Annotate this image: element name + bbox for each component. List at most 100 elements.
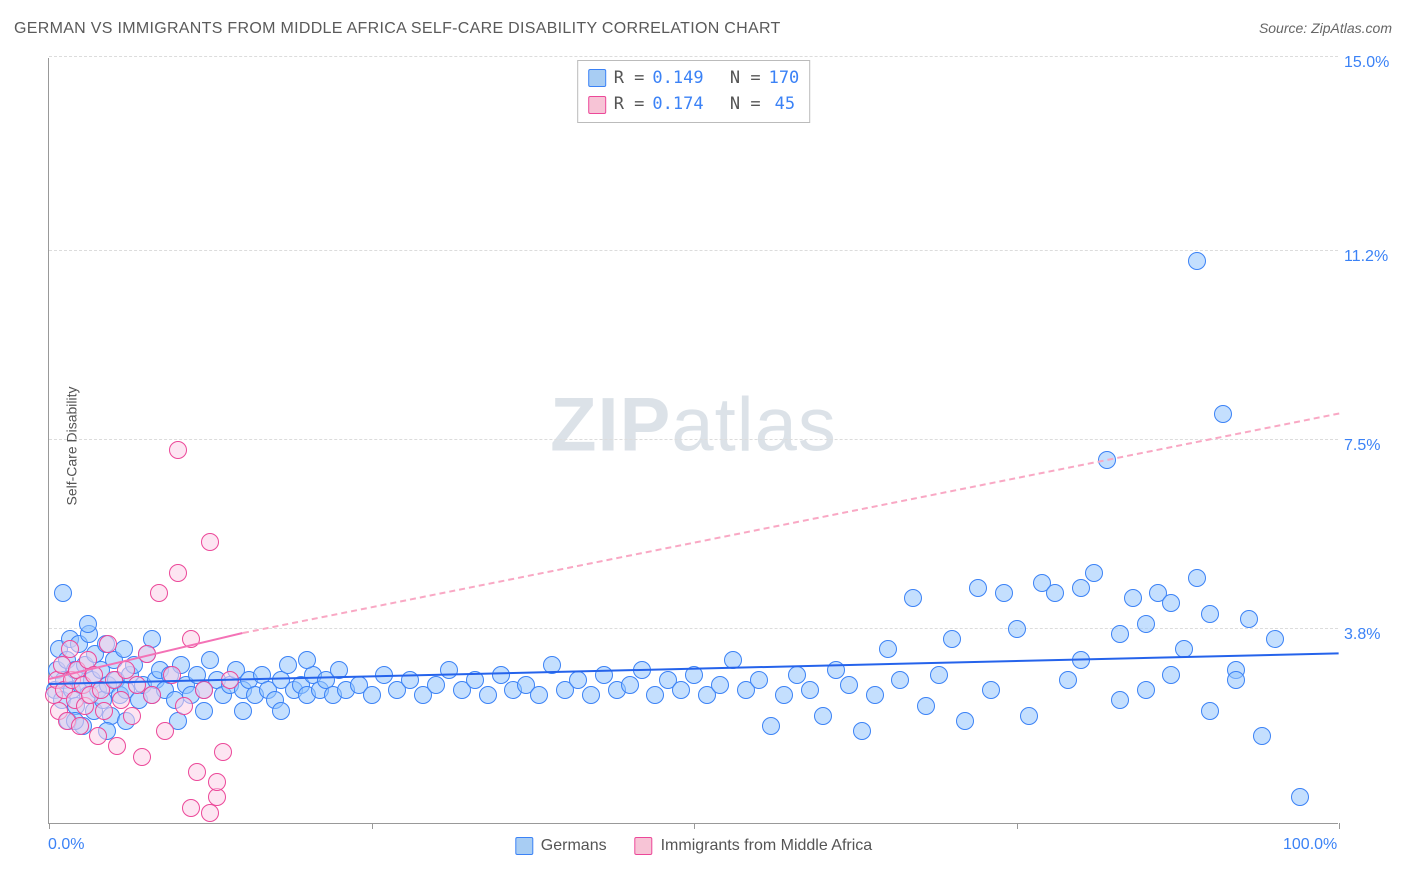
data-point	[801, 681, 819, 699]
swatch-icon	[635, 837, 653, 855]
chart-header: GERMAN VS IMMIGRANTS FROM MIDDLE AFRICA …	[14, 20, 1392, 38]
legend-item: Germans	[515, 837, 607, 855]
data-point	[530, 686, 548, 704]
data-point	[1059, 671, 1077, 689]
x-tick	[1339, 823, 1340, 829]
data-point	[54, 584, 72, 602]
data-point	[582, 686, 600, 704]
data-point	[169, 441, 187, 459]
data-point	[133, 748, 151, 766]
x-tick-label: 0.0%	[48, 836, 84, 854]
data-point	[188, 763, 206, 781]
data-point	[195, 702, 213, 720]
data-point	[1162, 594, 1180, 612]
legend-item: Immigrants from Middle Africa	[635, 837, 873, 855]
data-point	[672, 681, 690, 699]
data-point	[234, 702, 252, 720]
data-point	[1020, 707, 1038, 725]
data-point	[1137, 681, 1155, 699]
swatch-icon	[515, 837, 533, 855]
data-point	[904, 589, 922, 607]
data-point	[814, 707, 832, 725]
chart-title: GERMAN VS IMMIGRANTS FROM MIDDLE AFRICA …	[14, 20, 781, 38]
data-point	[853, 722, 871, 740]
data-point	[201, 533, 219, 551]
data-point	[917, 697, 935, 715]
data-point	[646, 686, 664, 704]
data-point	[208, 773, 226, 791]
gridline	[49, 250, 1338, 251]
data-point	[879, 640, 897, 658]
data-point	[272, 702, 290, 720]
data-point	[492, 666, 510, 684]
y-tick-label: 11.2%	[1344, 248, 1388, 266]
data-point	[1227, 671, 1245, 689]
data-point	[943, 630, 961, 648]
data-point	[1046, 584, 1064, 602]
data-point	[750, 671, 768, 689]
data-point	[1201, 605, 1219, 623]
data-point	[1240, 610, 1258, 628]
data-point	[1111, 691, 1129, 709]
data-point	[279, 656, 297, 674]
data-point	[79, 615, 97, 633]
data-point	[123, 707, 141, 725]
data-point	[956, 712, 974, 730]
data-point	[1253, 727, 1271, 745]
stats-legend: R = 0.149 N = 170 R = 0.174 N = 45	[577, 60, 811, 123]
y-tick-label: 3.8%	[1344, 626, 1380, 644]
swatch-icon	[588, 69, 606, 87]
data-point	[479, 686, 497, 704]
data-point	[427, 676, 445, 694]
data-point	[711, 676, 729, 694]
y-tick-label: 7.5%	[1344, 437, 1380, 455]
x-tick-label: 100.0%	[1283, 836, 1337, 854]
data-point	[1162, 666, 1180, 684]
data-point	[71, 717, 89, 735]
data-point	[982, 681, 1000, 699]
data-point	[95, 702, 113, 720]
data-point	[1291, 788, 1309, 806]
x-tick	[1017, 823, 1018, 829]
data-point	[995, 584, 1013, 602]
data-point	[1201, 702, 1219, 720]
data-point	[1188, 252, 1206, 270]
data-point	[930, 666, 948, 684]
data-point	[1214, 405, 1232, 423]
watermark: ZIPatlas	[550, 382, 837, 469]
data-point	[775, 686, 793, 704]
data-point	[363, 686, 381, 704]
data-point	[182, 799, 200, 817]
data-point	[1137, 615, 1155, 633]
data-point	[89, 727, 107, 745]
data-point	[150, 584, 168, 602]
data-point	[1266, 630, 1284, 648]
data-point	[298, 651, 316, 669]
data-point	[1188, 569, 1206, 587]
data-point	[840, 676, 858, 694]
data-point	[891, 671, 909, 689]
gridline	[49, 439, 1338, 440]
data-point	[621, 676, 639, 694]
data-point	[569, 671, 587, 689]
x-tick	[49, 823, 50, 829]
data-point	[1072, 579, 1090, 597]
y-tick-label: 15.0%	[1344, 54, 1389, 72]
data-point	[1008, 620, 1026, 638]
data-point	[788, 666, 806, 684]
data-point	[156, 722, 174, 740]
x-tick	[694, 823, 695, 829]
data-point	[108, 737, 126, 755]
scatter-plot-area: ZIPatlas R = 0.149 N = 170 R = 0.174 N =…	[48, 58, 1338, 824]
data-point	[61, 640, 79, 658]
data-point	[214, 743, 232, 761]
data-point	[143, 686, 161, 704]
data-point	[99, 635, 117, 653]
stats-row: R = 0.174 N = 45	[588, 91, 800, 117]
data-point	[169, 564, 187, 582]
data-point	[195, 681, 213, 699]
data-point	[595, 666, 613, 684]
stats-row: R = 0.149 N = 170	[588, 65, 800, 91]
swatch-icon	[588, 96, 606, 114]
data-point	[201, 804, 219, 822]
